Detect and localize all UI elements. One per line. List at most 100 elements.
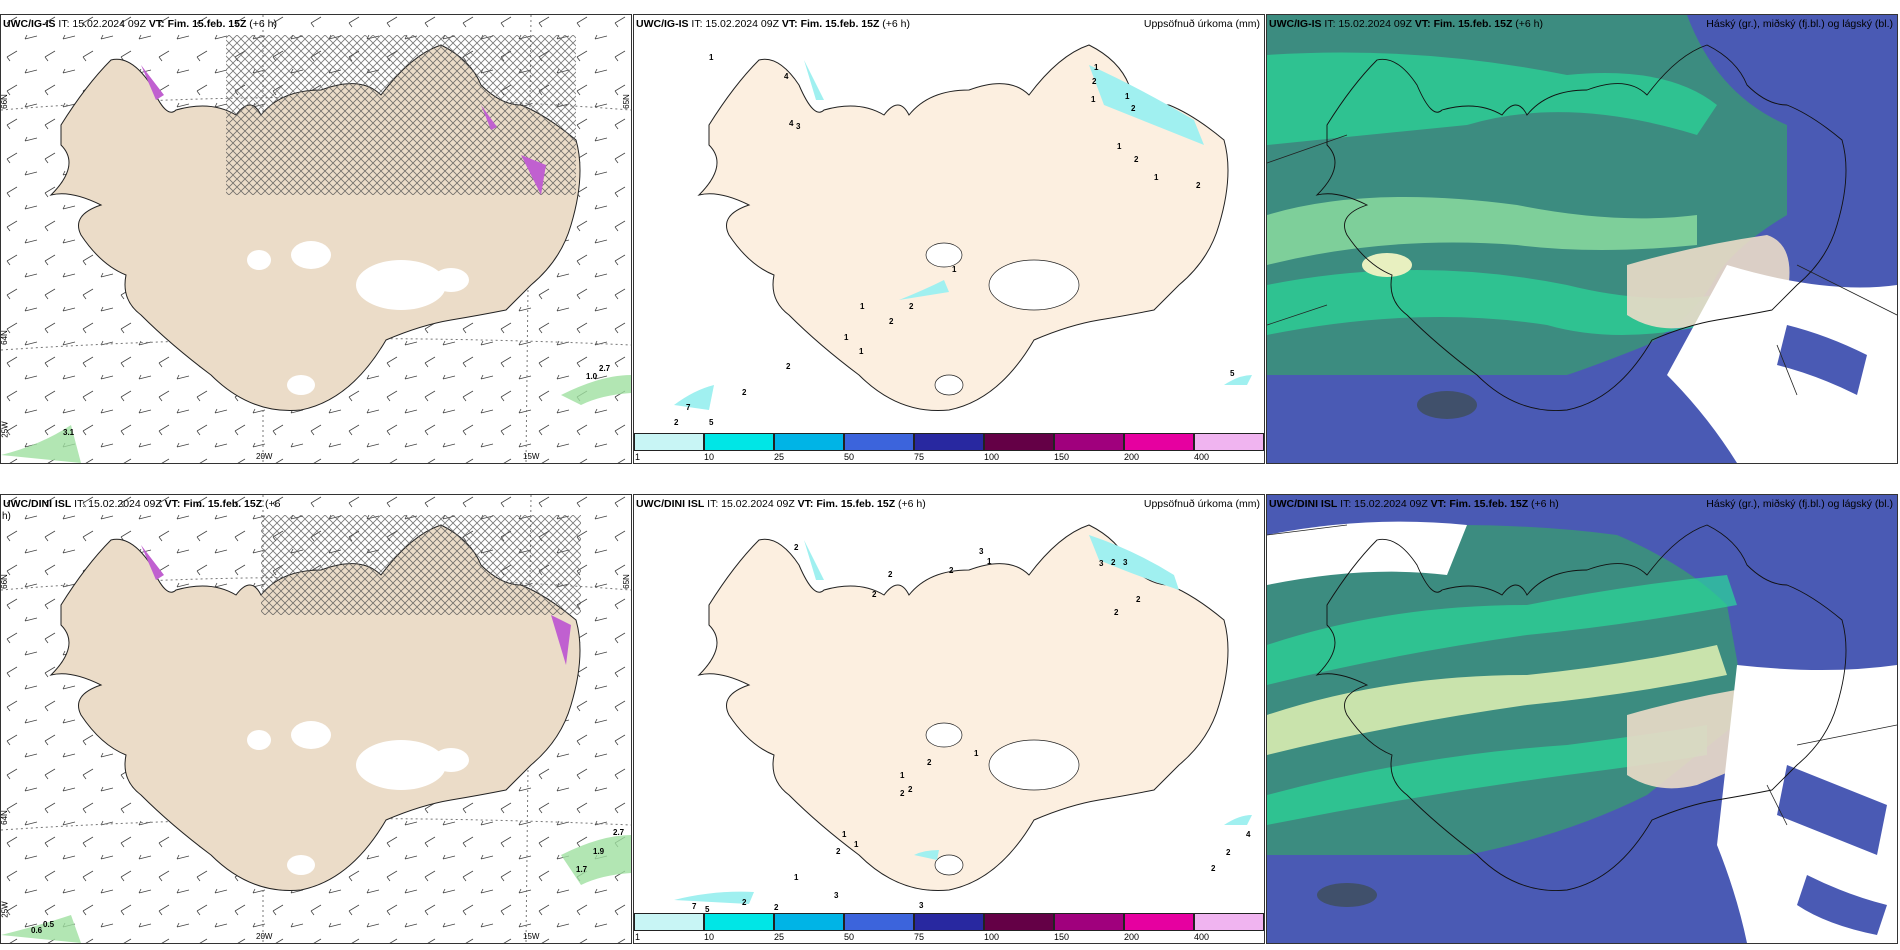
colorbar-tick: 10 xyxy=(704,452,715,462)
precip-label: 1 xyxy=(1117,142,1122,151)
precip-label: 7 xyxy=(692,902,697,911)
map-wind-igis xyxy=(1,15,631,463)
panel-precip-igis: UWC/IG-IS IT: 15.02.2024 09Z VT: Fim. 15… xyxy=(633,14,1265,464)
iceland-landmass xyxy=(697,44,1229,412)
panel-title: UWC/IG-IS IT: 15.02.2024 09Z VT: Fim. 15… xyxy=(636,18,911,30)
point-value: 0.6 xyxy=(31,926,43,935)
precip-label: 1 xyxy=(987,557,992,566)
precip-label: 1 xyxy=(900,771,905,780)
panel-title: UWC/IG-IS IT: 15.02.2024 09Z VT: Fim. 15… xyxy=(3,18,278,30)
colorbar-swatch xyxy=(774,913,844,931)
colorbar-tick: 25 xyxy=(774,452,785,462)
precip-label: 3 xyxy=(834,891,839,900)
lon-label-15w: 15W xyxy=(523,452,540,461)
lat-label-65n: 65N xyxy=(621,94,631,109)
precip-label: 2 xyxy=(900,789,905,798)
precip-label: 1 xyxy=(794,873,799,882)
precip-label: 2 xyxy=(1134,155,1139,164)
precip-label: 2 xyxy=(909,302,914,311)
precip-label: 2 xyxy=(774,903,779,912)
point-value: 2.7 xyxy=(613,828,625,837)
point-value: 1.0 xyxy=(586,372,598,381)
precip-label: 4 xyxy=(1246,830,1251,839)
colorbar-swatch xyxy=(634,433,704,451)
panel-precip-dini: UWC/DINI ISL IT: 15.02.2024 09Z VT: Fim.… xyxy=(633,494,1265,944)
colorbar-swatch xyxy=(844,913,914,931)
precip-label: 1 xyxy=(860,302,865,311)
colorbar-tick: 200 xyxy=(1124,932,1140,942)
precip-label: 1 xyxy=(952,265,957,274)
point-value: 1.9 xyxy=(593,847,605,856)
colorbar-swatch xyxy=(704,433,774,451)
panel-right-title: Uppsöfnuð úrkoma (mm) xyxy=(1143,498,1260,510)
precip-label: 1 xyxy=(859,347,864,356)
point-value: 2.7 xyxy=(599,364,611,373)
lat-label-25w: 25W xyxy=(0,421,10,438)
precip-label: 3 xyxy=(796,122,801,131)
colorbar-tick: 10 xyxy=(704,932,715,942)
panel-title: UWC/IG-IS IT: 15.02.2024 09Z VT: Fim. 15… xyxy=(1269,18,1544,30)
colorbar-swatch xyxy=(984,433,1054,451)
point-value: 3.1 xyxy=(63,428,75,437)
panel-right-title: Háský (gr.), miðský (fj.bl.) og lágský (… xyxy=(1706,498,1893,510)
panel-title: UWC/DINI ISL IT: 15.02.2024 09Z VT: Fim.… xyxy=(3,498,281,510)
precip-label: 2 xyxy=(1114,608,1119,617)
colorbar-tick: 150 xyxy=(1054,452,1070,462)
panel-wind-igis: UWC/IG-IS IT: 15.02.2024 09Z VT: Fim. 15… xyxy=(0,14,632,464)
precip-label: 2 xyxy=(1131,104,1136,113)
precip-label: 3 xyxy=(979,547,984,556)
panel-clouds-dini: UWC/DINI ISL IT: 15.02.2024 09Z VT: Fim.… xyxy=(1266,494,1898,944)
precip-label: 1 xyxy=(1094,63,1099,72)
precip-label: 4 xyxy=(784,72,789,81)
precip-label: 2 xyxy=(889,317,894,326)
precip-label: 2 xyxy=(927,758,932,767)
colorbar-tick: 25 xyxy=(774,932,785,942)
colorbar-swatch xyxy=(634,913,704,931)
precip-label: 3 xyxy=(919,901,924,910)
precip-label: 1 xyxy=(842,830,847,839)
colorbar-tick: 100 xyxy=(984,932,1000,942)
colorbar-swatch xyxy=(1124,913,1194,931)
panel-right-title: Uppsöfnuð úrkoma (mm) xyxy=(1143,18,1260,30)
precip-label: 2 xyxy=(674,418,679,427)
precip-label: 7 xyxy=(686,403,691,412)
precip-label: 2 xyxy=(742,898,747,907)
precip-label: 2 xyxy=(872,590,877,599)
colorbar-tick: 400 xyxy=(1194,452,1210,462)
colorbar-swatch xyxy=(1054,433,1124,451)
colorbar-swatch xyxy=(844,433,914,451)
map-clouds-igis xyxy=(1267,15,1897,463)
colorbar-swatch xyxy=(1054,913,1124,931)
precip-label: 1 xyxy=(1091,95,1096,104)
map-wind-dini xyxy=(1,495,631,943)
precip-label: 2 xyxy=(786,362,791,371)
precip-label: 2 xyxy=(1226,848,1231,857)
lat-label-65n: 65N xyxy=(621,574,631,589)
precip-label: 1 xyxy=(854,840,859,849)
colorbar-tick: 200 xyxy=(1124,452,1140,462)
colorbar-tick: 75 xyxy=(914,452,925,462)
precip-label: 2 xyxy=(1092,77,1097,86)
lat-label-64n: 64N xyxy=(0,330,9,345)
panel-clouds-igis: UWC/IG-IS IT: 15.02.2024 09Z VT: Fim. 15… xyxy=(1266,14,1898,464)
lat-label-66n: 66N xyxy=(0,574,9,589)
title-continuation: h) xyxy=(2,511,11,522)
precip-label: 2 xyxy=(742,388,747,397)
colorbar-tick: 50 xyxy=(844,452,855,462)
map-precip-dini xyxy=(634,495,1264,913)
colorbar-tick: 1 xyxy=(635,932,641,942)
precip-label: 5 xyxy=(705,905,710,914)
iceland-landmass xyxy=(49,524,581,892)
iceland-landmass xyxy=(697,524,1229,892)
precip-label: 2 xyxy=(836,847,841,856)
colorbar-swatch xyxy=(704,913,774,931)
precip-label: 1 xyxy=(974,749,979,758)
precip-label: 4 xyxy=(789,119,794,128)
colorbar-tick: 75 xyxy=(914,932,925,942)
precip-label: 2 xyxy=(1211,864,1216,873)
lat-label-66n: 66N xyxy=(0,94,9,109)
colorbar-tick: 50 xyxy=(844,932,855,942)
precip-label: 1 xyxy=(709,53,714,62)
lon-label-20w: 20W xyxy=(256,452,273,461)
colorbar-swatch xyxy=(914,913,984,931)
